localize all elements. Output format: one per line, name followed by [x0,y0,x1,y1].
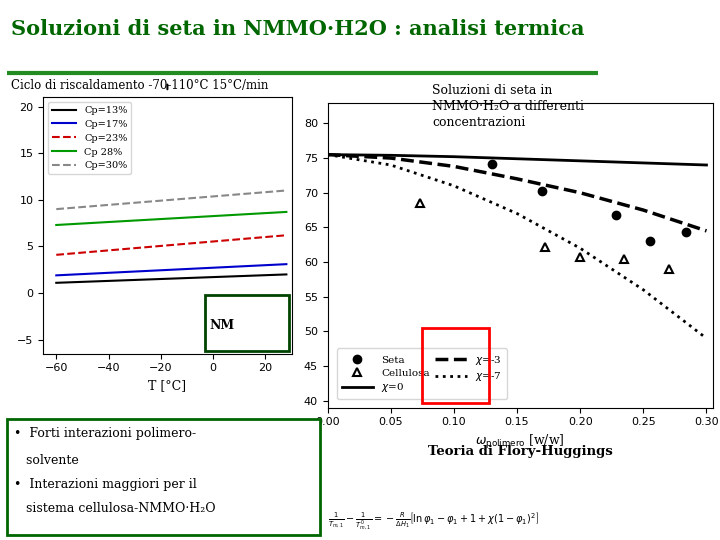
Text: NM: NM [210,319,235,332]
Text: solvente: solvente [14,454,79,467]
Text: $\frac{1}{T_{m,1}} - \frac{1}{T_{m,1}^0} = -\frac{R}{\Delta H_1}\left[\ln\varphi: $\frac{1}{T_{m,1}} - \frac{1}{T_{m,1}^0}… [328,510,539,532]
Text: Ciclo di riscaldamento -70-110°C 15°C/min: Ciclo di riscaldamento -70-110°C 15°C/mi… [11,78,268,92]
Text: concentrazioni: concentrazioni [432,116,526,129]
Bar [204,295,289,351]
Text: Teoria di Flory-Huggings: Teoria di Flory-Huggings [428,446,613,458]
Text: Soluzioni di seta in: Soluzioni di seta in [432,84,552,97]
X-axis label: T [°C]: T [°C] [148,379,186,392]
Text: •  Interazioni maggiori per il: • Interazioni maggiori per il [14,478,197,491]
Bar [422,328,490,403]
X-axis label: $\omega_{\rm polimero}$ [w/w]: $\omega_{\rm polimero}$ [w/w] [475,433,565,451]
Text: Soluzioni di seta in NMMO·H2O : analisi termica: Soluzioni di seta in NMMO·H2O : analisi … [11,19,585,39]
Text: sistema cellulosa-NMMO·H₂O: sistema cellulosa-NMMO·H₂O [14,502,216,515]
Legend: Seta, Cellulosa, $\chi$=0, $\chi$=-3, $\chi$=-7: Seta, Cellulosa, $\chi$=0, $\chi$=-3, $\… [337,348,507,400]
Text: •  Forti interazioni polimero-: • Forti interazioni polimero- [14,427,197,440]
Legend: Cp=13%, Cp=17%, Cp=23%, Cp 28%, Cp=30%: Cp=13%, Cp=17%, Cp=23%, Cp 28%, Cp=30% [48,102,131,174]
Text: [ $\chi$ = K $\Delta$H$_{\rm mix}$]: [ $\chi$ = K $\Delta$H$_{\rm mix}$] [127,460,217,477]
Text: NMMO·H₂O a differenti: NMMO·H₂O a differenti [432,100,584,113]
